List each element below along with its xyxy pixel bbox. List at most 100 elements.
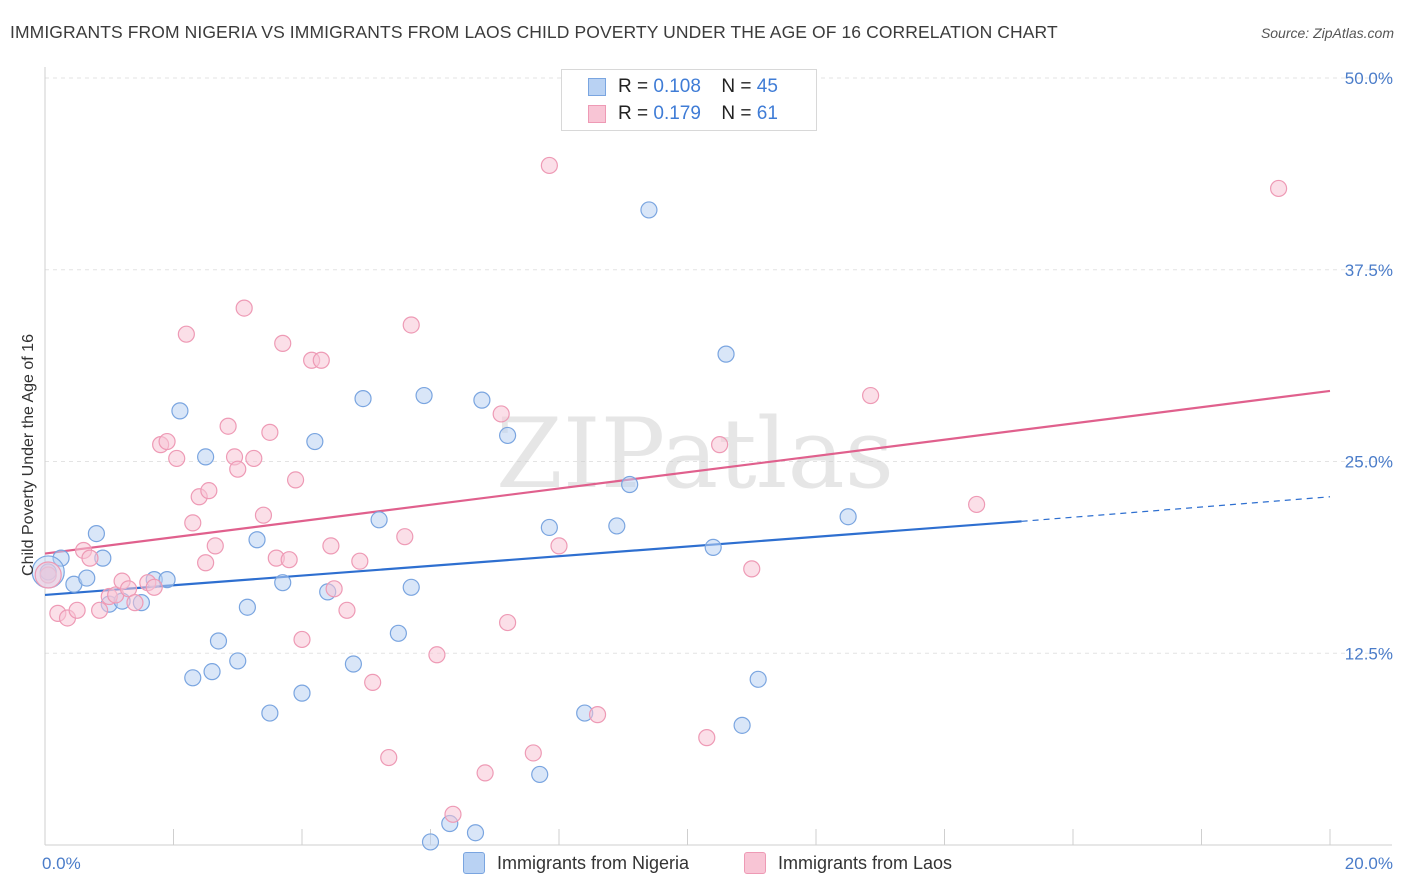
laos-point	[588, 706, 607, 724]
laos-point	[261, 423, 279, 441]
laos-point	[444, 805, 462, 823]
laos-point	[351, 552, 369, 570]
nigeria-point	[238, 598, 256, 616]
nigeria-point	[261, 704, 279, 722]
nigeria-point	[171, 402, 189, 420]
laos-point	[325, 580, 343, 598]
nigeria-point	[608, 517, 626, 535]
legend-r-value: 0.179	[653, 103, 701, 124]
nigeria-point	[733, 716, 751, 734]
laos-point	[476, 764, 494, 782]
legend-n-label: N =	[721, 76, 752, 97]
laos-point	[524, 744, 542, 762]
legend-box: R = 0.108 N = 45 R = 0.179 N = 61	[561, 69, 817, 131]
laos-point	[158, 432, 176, 451]
x-tick-label: 20.0%	[1345, 854, 1393, 873]
nigeria-swatch	[463, 852, 485, 874]
legend-n-label: N =	[721, 103, 752, 124]
legend-r-value: 0.108	[653, 76, 701, 97]
laos-point	[280, 551, 298, 569]
laos-point	[428, 646, 446, 664]
laos-point	[119, 580, 138, 598]
nigeria-point	[52, 549, 70, 567]
nigeria-trend-line	[44, 520, 1022, 597]
laos-point	[550, 537, 568, 555]
laos-point	[402, 316, 420, 334]
laos-swatch	[744, 852, 766, 874]
nigeria-point	[749, 670, 767, 688]
y-axis-label: Child Poverty Under the Age of 16	[20, 334, 37, 576]
nigeria-point	[87, 524, 106, 543]
laos-point	[286, 471, 305, 489]
legend-r-label: R =	[618, 103, 649, 124]
laos-point	[254, 506, 273, 524]
data-points	[31, 100, 1288, 851]
nigeria-point	[839, 508, 857, 526]
source-label: Source: ZipAtlas.com	[1260, 25, 1394, 41]
laos-point	[197, 554, 215, 572]
nigeria-point	[370, 511, 388, 529]
laos-point	[274, 334, 292, 352]
laos-point	[68, 601, 86, 619]
legend-row-laos: R = 0.179 N = 61	[588, 102, 778, 126]
nigeria-swatch	[588, 78, 606, 96]
laos-point	[293, 630, 311, 649]
laos-point	[168, 449, 186, 468]
nigeria-point	[466, 824, 485, 842]
laos-point	[126, 594, 144, 612]
nigeria-label: Immigrants from Nigeria	[497, 852, 690, 873]
nigeria-point	[402, 578, 420, 596]
trend-lines	[44, 389, 1331, 597]
nigeria-point	[78, 569, 96, 587]
laos-point	[206, 537, 224, 555]
laos-point	[380, 748, 398, 767]
gridlines	[45, 77, 1392, 654]
laos-point	[235, 299, 253, 317]
nigeria-point	[540, 518, 558, 537]
nigeria-point	[306, 432, 324, 451]
chart-title: IMMIGRANTS FROM NIGERIA VS IMMIGRANTS FR…	[10, 22, 1058, 42]
nigeria-point	[421, 833, 440, 851]
laos-point	[219, 417, 237, 435]
nigeria-point	[354, 390, 372, 408]
nigeria-point	[158, 571, 176, 589]
laos-point	[91, 601, 109, 619]
laos-point	[711, 436, 729, 454]
laos-point	[177, 325, 195, 343]
nigeria-point	[229, 652, 247, 670]
laos-point	[338, 601, 356, 619]
laos-point	[492, 405, 510, 423]
laos-point	[1269, 179, 1288, 198]
nigeria-point	[293, 684, 311, 702]
laos-point	[145, 578, 163, 596]
laos-point	[184, 514, 202, 532]
nigeria-point	[415, 386, 433, 405]
nigeria-point	[531, 765, 549, 784]
bottom-legend-laos: Immigrants from Laos	[744, 852, 952, 874]
legend-r-label: R =	[618, 76, 649, 97]
y-tick-label: 37.5%	[1345, 261, 1393, 280]
nigeria-point	[248, 531, 266, 549]
nigeria-point	[473, 391, 491, 409]
laos-point	[81, 549, 99, 567]
laos-point	[540, 156, 558, 175]
bottom-legend-nigeria: Immigrants from Nigeria	[463, 852, 689, 874]
nigeria-point	[203, 663, 221, 681]
laos-cluster-point	[34, 561, 62, 589]
laos-point	[245, 449, 263, 468]
laos-point	[396, 528, 414, 546]
legend-row-nigeria: R = 0.108 N = 45	[588, 75, 778, 99]
tick-labels: 12.5% 25.0% 37.5% 50.0% 0.0% 20.0%	[42, 69, 1393, 873]
laos-trend-line	[44, 389, 1331, 555]
nigeria-point	[274, 574, 292, 592]
axes	[44, 67, 1392, 846]
y-tick-label: 12.5%	[1345, 644, 1393, 663]
nigeria-point	[209, 632, 228, 650]
laos-point	[743, 560, 761, 578]
x-tick-label: 0.0%	[42, 854, 81, 873]
nigeria-point	[704, 538, 722, 557]
y-tick-label: 50.0%	[1345, 69, 1393, 88]
laos-swatch	[588, 105, 606, 123]
nigeria-trend-extension	[1021, 496, 1331, 522]
